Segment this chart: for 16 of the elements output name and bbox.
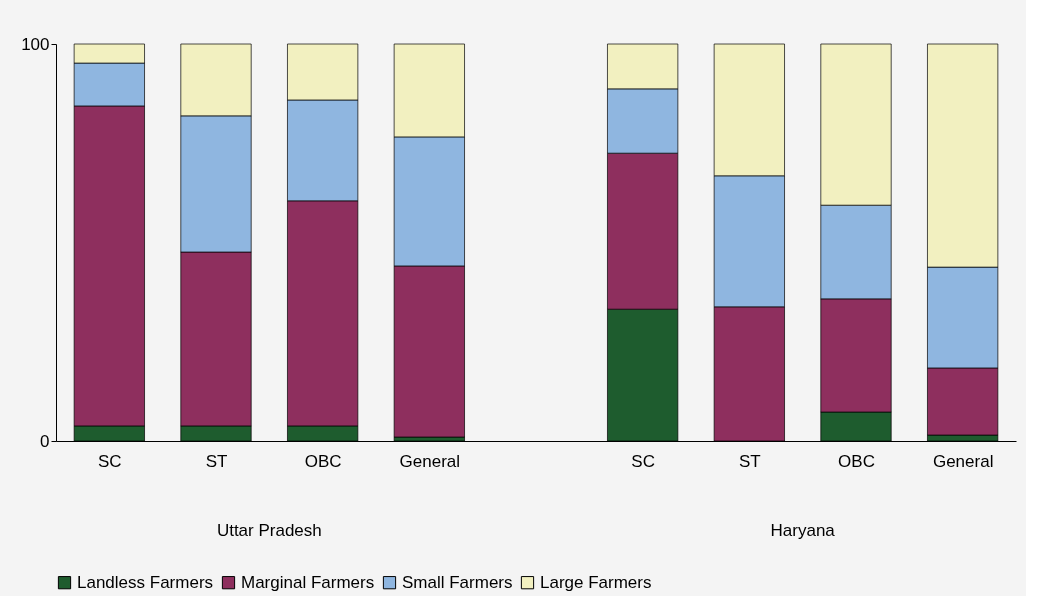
legend-label: Small Farmers [402, 572, 513, 592]
x-tick-label: ST [205, 451, 228, 471]
x-tick-label: SC [631, 451, 655, 471]
x-tick-label: OBC [838, 451, 875, 471]
legend-label: Marginal Farmers [241, 572, 375, 592]
text: Haryana [770, 521, 836, 540]
y-tick-label: 100 [21, 34, 50, 54]
x-tick-label: General [932, 451, 994, 471]
legend-label: Large Farmers [540, 572, 652, 592]
x-tick-label: ST [738, 451, 761, 471]
x-tick-label: OBC [304, 451, 342, 471]
x-tick-label: General [399, 451, 461, 471]
x-tick-label: SC [98, 451, 122, 471]
legend-label: Landless Farmers [77, 572, 214, 592]
text: Uttar Pradesh [216, 521, 322, 540]
y-tick-label: 0 [40, 431, 50, 451]
